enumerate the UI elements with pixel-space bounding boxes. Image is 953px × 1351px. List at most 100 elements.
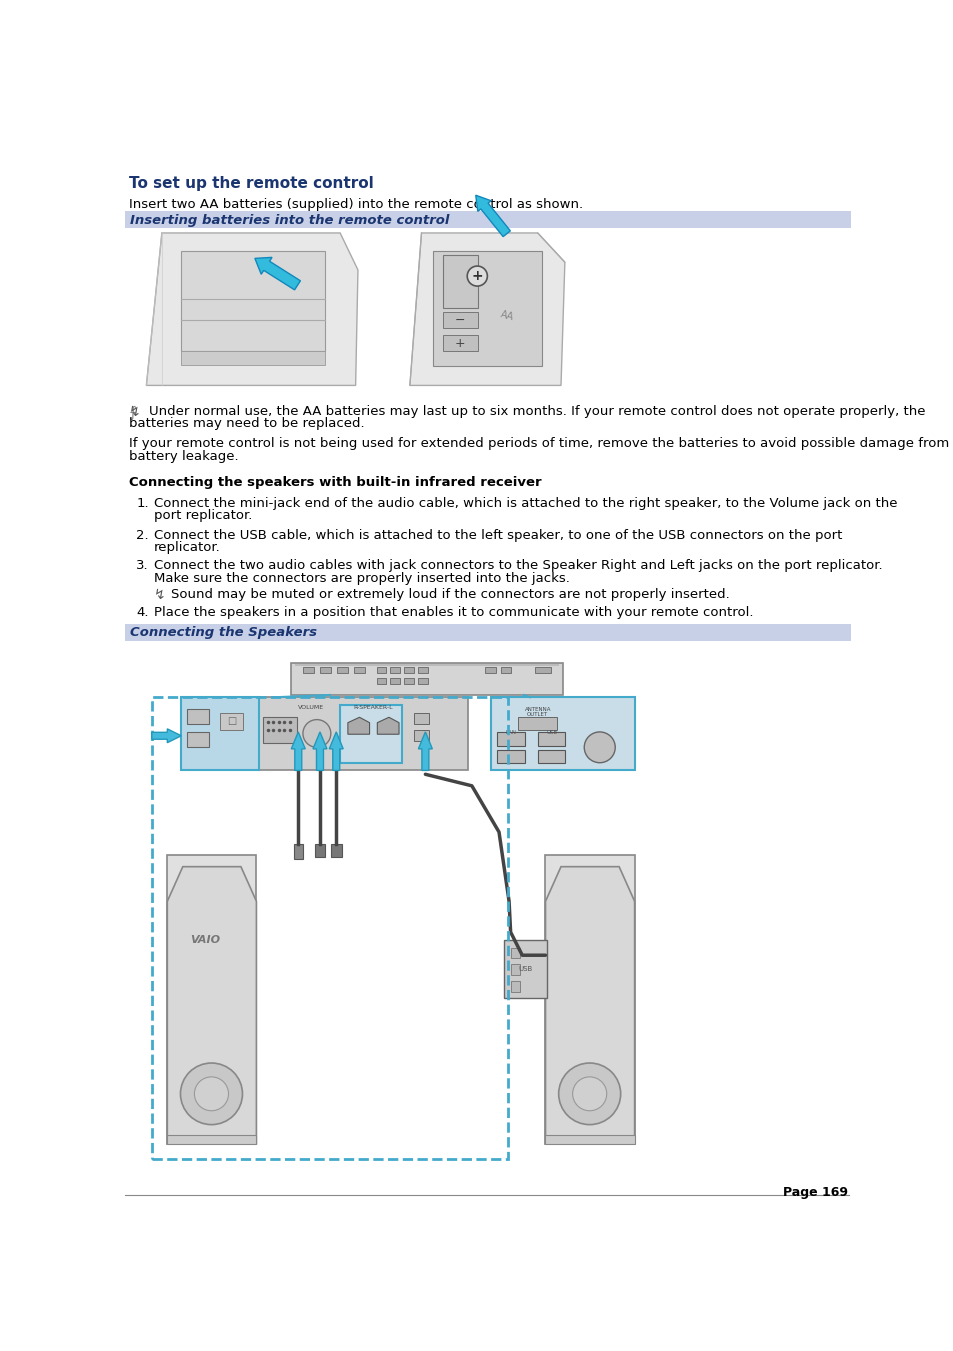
Bar bbox=[262, 716, 297, 743]
Text: Inserting batteries into the remote control: Inserting batteries into the remote cont… bbox=[130, 213, 449, 227]
Circle shape bbox=[303, 720, 331, 747]
Text: Under normal use, the AA batteries may last up to six months. If your remote con: Under normal use, the AA batteries may l… bbox=[149, 405, 924, 417]
Bar bbox=[294, 843, 303, 859]
Text: Place the speakers in a position that enables it to communicate with your remote: Place the speakers in a position that en… bbox=[154, 607, 753, 619]
Text: USB: USB bbox=[517, 966, 532, 973]
Bar bbox=[443, 312, 477, 328]
Text: Page 169: Page 169 bbox=[781, 1186, 847, 1200]
Text: USB: USB bbox=[545, 731, 557, 735]
Bar bbox=[404, 667, 414, 673]
Bar bbox=[545, 855, 634, 1144]
Bar bbox=[418, 678, 427, 684]
Bar bbox=[167, 855, 256, 1144]
FancyArrow shape bbox=[476, 196, 510, 236]
Circle shape bbox=[467, 266, 487, 286]
Text: Make sure the connectors are properly inserted into the jacks.: Make sure the connectors are properly in… bbox=[154, 571, 569, 585]
Text: VAIO: VAIO bbox=[191, 935, 220, 944]
Polygon shape bbox=[348, 717, 369, 734]
Text: ⨍: ⨍ bbox=[129, 405, 136, 420]
Polygon shape bbox=[545, 867, 634, 1144]
Circle shape bbox=[572, 1077, 606, 1111]
Bar bbox=[491, 697, 634, 770]
Bar bbox=[125, 624, 850, 642]
FancyArrow shape bbox=[152, 728, 181, 743]
Polygon shape bbox=[167, 867, 256, 1144]
Text: Connecting the Speakers: Connecting the Speakers bbox=[130, 627, 316, 639]
Bar bbox=[537, 732, 564, 746]
Bar bbox=[125, 211, 850, 228]
Bar bbox=[537, 750, 564, 763]
Bar bbox=[497, 750, 524, 763]
Bar bbox=[390, 667, 399, 673]
Text: If your remote control is not being used for extended periods of time, remove th: If your remote control is not being used… bbox=[129, 436, 948, 450]
Bar bbox=[331, 843, 341, 858]
Text: port replicator.: port replicator. bbox=[154, 509, 253, 523]
Text: Connect the two audio cables with jack connectors to the Speaker Right and Left : Connect the two audio cables with jack c… bbox=[154, 559, 882, 573]
Text: Sound may be muted or extremely loud if the connectors are not properly inserted: Sound may be muted or extremely loud if … bbox=[171, 588, 729, 601]
Text: +: + bbox=[471, 269, 482, 284]
Text: VOLUME: VOLUME bbox=[298, 705, 324, 711]
Bar bbox=[220, 713, 243, 730]
Bar bbox=[414, 730, 429, 742]
Text: ANTENNA
OUTLET: ANTENNA OUTLET bbox=[524, 707, 551, 717]
Bar bbox=[414, 713, 429, 724]
Bar bbox=[504, 940, 546, 997]
Bar bbox=[181, 251, 324, 351]
Bar bbox=[484, 667, 496, 673]
Bar bbox=[336, 667, 348, 673]
Bar bbox=[376, 678, 385, 684]
Text: 2.: 2. bbox=[136, 528, 149, 542]
FancyArrow shape bbox=[254, 258, 300, 290]
Text: Connect the mini-jack end of the audio cable, which is attached to the right spe: Connect the mini-jack end of the audio c… bbox=[154, 497, 897, 511]
Bar bbox=[152, 697, 508, 1159]
Bar bbox=[167, 1135, 256, 1144]
Bar bbox=[340, 705, 402, 763]
Bar bbox=[510, 981, 519, 992]
Bar bbox=[181, 697, 258, 770]
Text: ↯: ↯ bbox=[129, 405, 140, 419]
Text: 3.: 3. bbox=[136, 559, 149, 573]
Bar bbox=[319, 667, 331, 673]
Text: Connecting the speakers with built-in infrared receiver: Connecting the speakers with built-in in… bbox=[129, 477, 540, 489]
Bar bbox=[187, 709, 209, 724]
Bar bbox=[491, 697, 634, 770]
Text: R-SPEAKER-L: R-SPEAKER-L bbox=[354, 705, 393, 711]
Text: □: □ bbox=[227, 716, 236, 725]
Bar bbox=[303, 667, 314, 673]
FancyArrow shape bbox=[291, 732, 305, 770]
Bar bbox=[294, 665, 558, 666]
Circle shape bbox=[180, 1063, 242, 1124]
Text: 4.: 4. bbox=[136, 607, 149, 619]
Bar bbox=[545, 1135, 634, 1144]
Polygon shape bbox=[377, 717, 398, 734]
FancyArrow shape bbox=[313, 732, 327, 770]
Bar bbox=[510, 947, 519, 958]
Bar bbox=[497, 732, 524, 746]
Text: replicator.: replicator. bbox=[154, 540, 221, 554]
Bar bbox=[535, 667, 550, 673]
Text: Insert two AA batteries (supplied) into the remote control as shown.: Insert two AA batteries (supplied) into … bbox=[129, 197, 582, 211]
Bar bbox=[517, 716, 557, 731]
Text: +: + bbox=[455, 336, 465, 350]
Text: 1.: 1. bbox=[136, 497, 149, 511]
Bar bbox=[443, 254, 477, 308]
Bar bbox=[187, 732, 209, 747]
Bar bbox=[376, 667, 385, 673]
Bar bbox=[510, 965, 519, 975]
Text: ↯: ↯ bbox=[154, 588, 166, 603]
Polygon shape bbox=[410, 232, 564, 385]
Bar bbox=[354, 667, 365, 673]
Bar bbox=[181, 351, 324, 365]
Bar bbox=[418, 667, 427, 673]
Text: −: − bbox=[455, 313, 465, 327]
Bar bbox=[181, 697, 468, 770]
Text: LAN: LAN bbox=[504, 731, 516, 735]
FancyArrow shape bbox=[329, 732, 343, 770]
Text: Connect the USB cable, which is attached to the left speaker, to one of the USB : Connect the USB cable, which is attached… bbox=[154, 528, 841, 542]
Text: AA: AA bbox=[498, 309, 514, 323]
Bar bbox=[390, 678, 399, 684]
Bar bbox=[500, 667, 511, 673]
FancyArrow shape bbox=[418, 732, 432, 770]
Bar bbox=[314, 843, 325, 858]
Circle shape bbox=[583, 732, 615, 763]
